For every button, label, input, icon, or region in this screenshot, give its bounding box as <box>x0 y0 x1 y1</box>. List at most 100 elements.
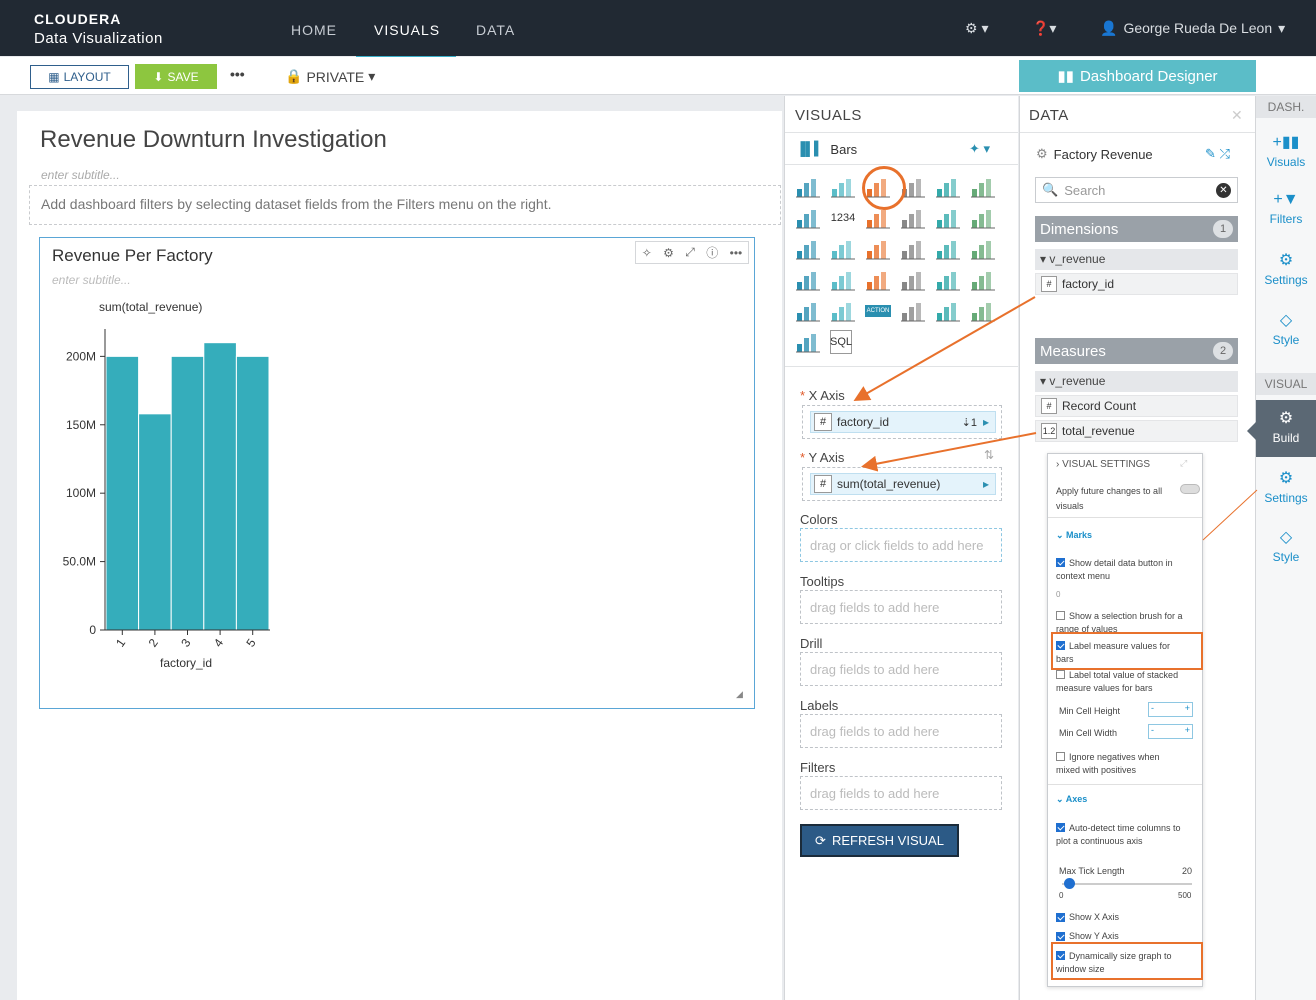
label-total-option[interactable]: Label total value of stacked measure val… <box>1056 670 1179 693</box>
label-measure-option[interactable]: Label measure values for bars <box>1056 641 1171 664</box>
label-total-checkbox[interactable] <box>1056 670 1065 679</box>
max-tick-slider[interactable] <box>1062 883 1192 885</box>
rail-build[interactable]: ⚙ Build <box>1256 400 1316 457</box>
dendrogram-icon[interactable] <box>795 330 821 354</box>
tooltips-shelf[interactable]: drag fields to add here <box>800 590 1002 624</box>
label-measure-checkbox[interactable] <box>1056 641 1065 650</box>
sunburst-icon[interactable] <box>935 237 961 261</box>
cross-tab-icon[interactable] <box>830 175 856 199</box>
info-icon[interactable]: ⓘ <box>706 246 719 260</box>
ignore-negatives-checkbox[interactable] <box>1056 752 1065 761</box>
save-button[interactable]: ⬇ SAVE <box>135 64 217 89</box>
dimensions-header[interactable]: Dimensions 1 <box>1035 216 1238 242</box>
dashboard-filter-bar[interactable]: Add dashboard filters by selecting datas… <box>29 185 781 225</box>
show-x-checkbox[interactable] <box>1056 913 1065 922</box>
apply-future-toggle[interactable] <box>1180 484 1200 494</box>
refresh-visual-button[interactable]: ⟳ REFRESH VISUAL <box>800 824 959 857</box>
sparkle-chevron-icon[interactable]: ✦ ▾ <box>969 141 991 156</box>
dimension-group[interactable]: ▾ v_revenue <box>1035 249 1238 270</box>
search-input[interactable]: 🔍 Search ✕ <box>1035 177 1238 203</box>
y-axis-shelf[interactable] <box>802 467 1002 501</box>
ignore-negatives-option[interactable]: Ignore negatives when mixed with positiv… <box>1056 752 1160 775</box>
sql-icon[interactable]: SQL <box>830 330 852 354</box>
bullet-icon[interactable] <box>900 206 926 230</box>
calendar-heatmap-icon[interactable] <box>865 268 891 292</box>
edit-dataset-icon[interactable]: ✎ ⤮ <box>1205 146 1230 161</box>
rail-visual-style[interactable]: ◇ Style <box>1256 527 1316 564</box>
dyn-size-option[interactable]: Dynamically size graph to window size <box>1056 951 1172 974</box>
heatmap-icon[interactable] <box>830 268 856 292</box>
rail-settings[interactable]: ⚙ Settings <box>1256 250 1316 287</box>
marks-section[interactable]: ⌄ Marks <box>1056 530 1093 540</box>
bar-factory-5[interactable] <box>235 355 270 631</box>
auto-detect-option[interactable]: Auto-detect time columns to plot a conti… <box>1056 823 1181 846</box>
dyn-size-checkbox[interactable] <box>1056 951 1065 960</box>
caret-right-icon[interactable]: ▸ <box>982 415 989 429</box>
donut-icon[interactable] <box>865 237 891 261</box>
combo-icon[interactable] <box>935 175 961 199</box>
dashboard-subtitle-input[interactable]: enter subtitle... <box>41 168 120 182</box>
bar-factory-4[interactable] <box>203 342 237 631</box>
grouped-bars-icon[interactable] <box>795 206 821 230</box>
expand-icon[interactable]: ⤢ <box>685 245 695 259</box>
rich-text-icon[interactable] <box>900 299 926 323</box>
rail-visual-settings[interactable]: ⚙ Settings <box>1256 468 1316 505</box>
nav-home[interactable]: HOME <box>291 22 337 38</box>
rail-filters[interactable]: +▼ Filters <box>1256 191 1316 226</box>
min-cell-width-stepper[interactable]: - + <box>1148 724 1193 739</box>
colors-shelf[interactable]: drag or click fields to add here <box>800 528 1002 562</box>
show-y-option[interactable]: Show Y Axis <box>1056 931 1119 941</box>
kpi-icon[interactable]: 1234 <box>830 212 856 224</box>
treemap-icon[interactable] <box>900 268 926 292</box>
areas-icon[interactable] <box>970 175 996 199</box>
visual-type-selector[interactable]: ▐▌▍ Bars <box>796 141 857 157</box>
drill-shelf[interactable]: drag fields to add here <box>800 652 1002 686</box>
sort-icon[interactable]: ⇣1 <box>961 416 977 429</box>
gauge-icon[interactable] <box>865 206 891 230</box>
selection-brush-checkbox[interactable] <box>1056 611 1065 620</box>
dashboard-designer-button[interactable]: ▮▮ Dashboard Designer <box>1019 60 1256 92</box>
more-menu-button[interactable]: ••• <box>230 66 245 82</box>
measure-group[interactable]: ▾ v_revenue <box>1035 371 1238 392</box>
visual-subtitle-input[interactable]: enter subtitle... <box>52 273 131 287</box>
correlation-icon[interactable] <box>935 268 961 292</box>
map-pin-icon[interactable] <box>795 299 821 323</box>
layout-button[interactable]: ▦ LAYOUT <box>30 65 129 89</box>
packed-bubbles-icon[interactable] <box>970 206 996 230</box>
radial-icon[interactable] <box>900 237 926 261</box>
histogram-icon[interactable] <box>970 299 996 323</box>
y-axis-field-pill[interactable]: # sum(total_revenue) ▸ <box>810 473 996 495</box>
clear-search-icon[interactable]: ✕ <box>1216 182 1231 198</box>
show-detail-checkbox[interactable] <box>1056 558 1065 567</box>
measures-header[interactable]: Measures 2 <box>1035 338 1238 364</box>
bar-factory-1[interactable] <box>105 355 140 631</box>
selection-brush-option[interactable]: Show a selection brush for a range of va… <box>1056 611 1183 634</box>
bar-factory-3[interactable] <box>170 355 205 631</box>
filters-shelf[interactable]: drag fields to add here <box>800 776 1002 810</box>
trellis-icon[interactable] <box>830 299 856 323</box>
private-dropdown[interactable]: 🔒 PRIVATE ▾ <box>285 68 375 85</box>
nav-visuals[interactable]: VISUALS <box>374 22 441 38</box>
measure-field-record-count[interactable]: # Record Count <box>1035 395 1238 417</box>
expand-icon[interactable]: ⤢ <box>1180 458 1188 468</box>
sparkle-icon[interactable]: ✧ <box>641 245 652 260</box>
dashboard-title[interactable]: Revenue Downturn Investigation <box>40 126 387 153</box>
action-icon[interactable]: ACTION <box>865 305 891 317</box>
funnel-icon[interactable] <box>795 268 821 292</box>
word-cloud-icon[interactable] <box>795 237 821 261</box>
max-tick-slider-handle[interactable] <box>1064 878 1075 889</box>
user-menu[interactable]: 👤 George Rueda De Leon ▾ <box>1100 20 1285 37</box>
show-detail-option[interactable]: Show detail data button in context menu <box>1056 558 1173 581</box>
auto-detect-checkbox[interactable] <box>1056 823 1065 832</box>
scatter-icon[interactable] <box>970 237 996 261</box>
gear-icon[interactable]: ⚙ ▾ <box>965 20 989 36</box>
caret-right-icon[interactable]: ▸ <box>982 477 989 491</box>
gear-icon[interactable]: ⚙ <box>663 245 674 260</box>
pie-icon[interactable] <box>830 237 856 261</box>
swap-axes-icon[interactable]: ⇅ <box>984 448 995 462</box>
bar-factory-2[interactable] <box>138 413 172 631</box>
nav-data[interactable]: DATA <box>476 22 516 38</box>
rail-visuals[interactable]: +▮▮ Visuals <box>1256 132 1316 169</box>
rail-style[interactable]: ◇ Style <box>1256 310 1316 347</box>
close-icon[interactable]: ✕ <box>1231 107 1243 123</box>
